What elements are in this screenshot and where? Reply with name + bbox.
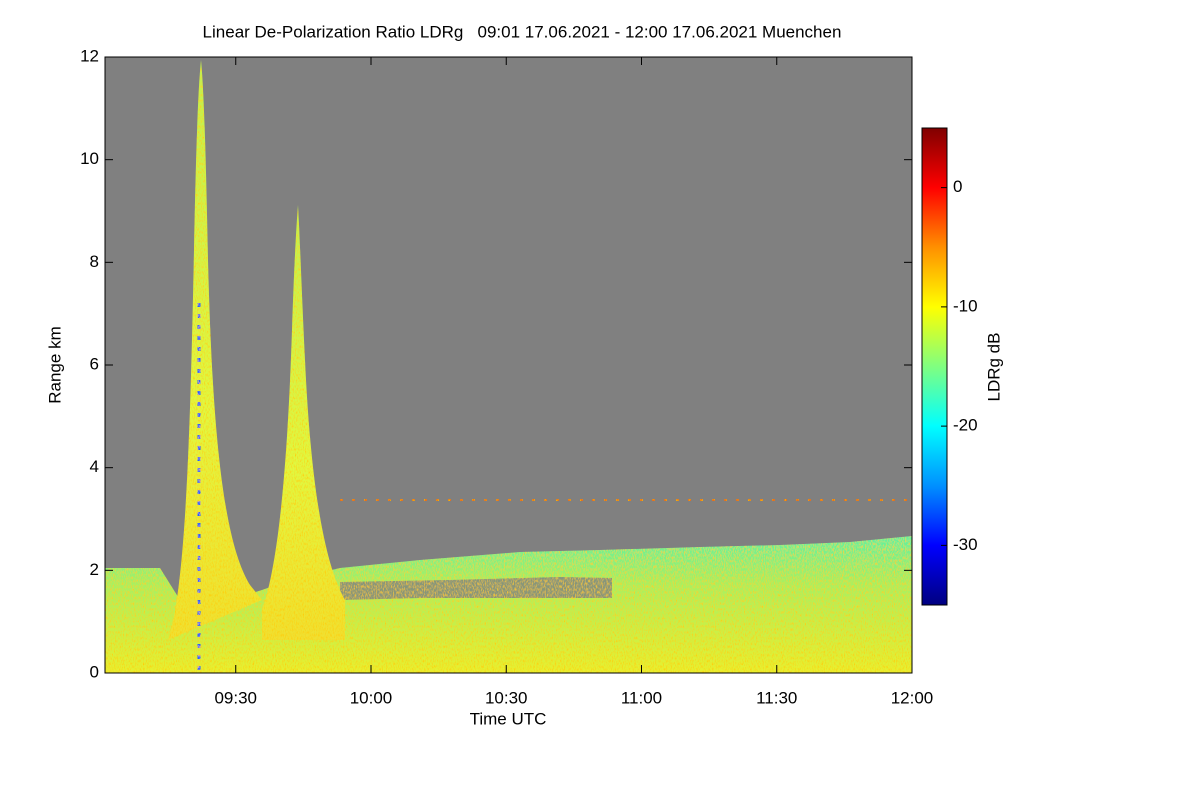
- plume-1: [168, 60, 262, 640]
- x-tick-label: 12:00: [891, 688, 934, 707]
- x-tick-label: 10:30: [485, 688, 528, 707]
- x-tick-label: 09:30: [214, 688, 257, 707]
- colorbar-tick-label: 0: [953, 177, 962, 196]
- chart-title: Linear De-Polarization Ratio LDRg 09:01 …: [203, 22, 842, 41]
- y-tick-label: 8: [90, 252, 99, 271]
- colorbar: [922, 128, 947, 605]
- x-tick-label: 11:00: [621, 688, 662, 707]
- y-tick-label: 4: [90, 457, 99, 476]
- y-tick-label: 12: [80, 46, 99, 65]
- y-tick-label: 6: [90, 354, 99, 373]
- x-axis-label: Time UTC: [470, 709, 547, 728]
- colorbar-tick-label: -10: [953, 296, 978, 315]
- residual-layer-gap: [340, 577, 612, 600]
- colorbar-label: LDRg dB: [984, 333, 1003, 402]
- y-tick-label: 0: [90, 662, 99, 681]
- colorbar-frame: [921, 127, 948, 606]
- plume-2: [262, 205, 345, 640]
- y-tick-label: 2: [90, 560, 99, 579]
- x-tick-label: 11:30: [756, 688, 797, 707]
- y-tick-label: 10: [80, 149, 99, 168]
- lidar-field: [105, 60, 912, 673]
- colorbar-tick-label: -30: [953, 535, 978, 554]
- colorbar-tick-label: -20: [953, 416, 978, 435]
- y-axis-label: Range km: [45, 326, 64, 403]
- x-tick-label: 10:00: [350, 688, 393, 707]
